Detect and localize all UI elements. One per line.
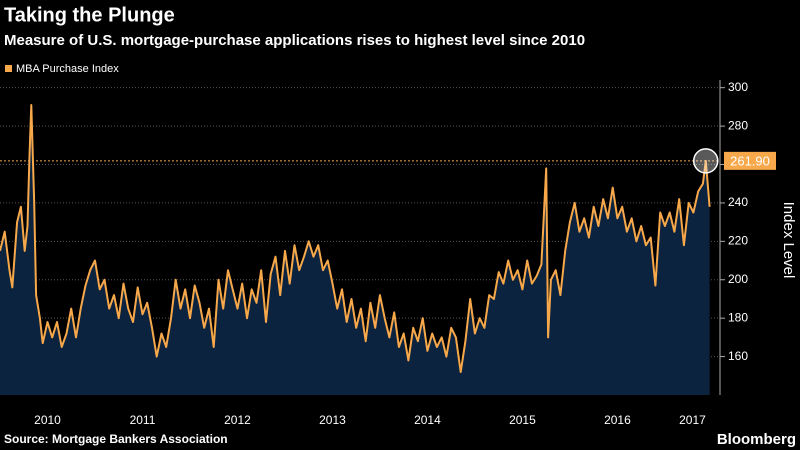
annotation-label: 261.90 [730, 153, 770, 168]
line [0, 104, 711, 373]
x-tick-label: 2013 [319, 413, 346, 427]
brand: Bloomberg [717, 431, 796, 448]
x-tick-label: 2014 [414, 413, 441, 427]
area [0, 105, 710, 395]
y-tick-label: 220 [728, 234, 748, 248]
chart-subtitle: Measure of U.S. mortgage-purchase applic… [4, 32, 585, 49]
x-tick-label: 2012 [224, 413, 251, 427]
legend-swatch [5, 65, 12, 72]
legend-label: MBA Purchase Index [16, 63, 119, 75]
y-tick-label: 160 [728, 349, 748, 363]
y-tick-label: 180 [728, 310, 748, 324]
x-tick-label: 2010 [34, 413, 61, 427]
y-tick-label: 280 [728, 118, 748, 132]
chart-title: Taking the Plunge [4, 4, 175, 26]
annotation-box [724, 151, 776, 170]
y-tick-label: 300 [728, 80, 748, 94]
x-tick-label: 2015 [509, 413, 536, 427]
x-tick-label: 2011 [130, 413, 156, 427]
y-tick-label: 200 [728, 272, 748, 286]
y-tick-label: 240 [728, 195, 748, 209]
annotation-circle [693, 148, 719, 174]
x-tick-label: 2016 [604, 413, 631, 427]
x-tick-label: 2017 [679, 413, 706, 427]
y-axis-label: Index Level [780, 202, 797, 279]
source: Source: Mortgage Bankers Association [4, 432, 228, 446]
